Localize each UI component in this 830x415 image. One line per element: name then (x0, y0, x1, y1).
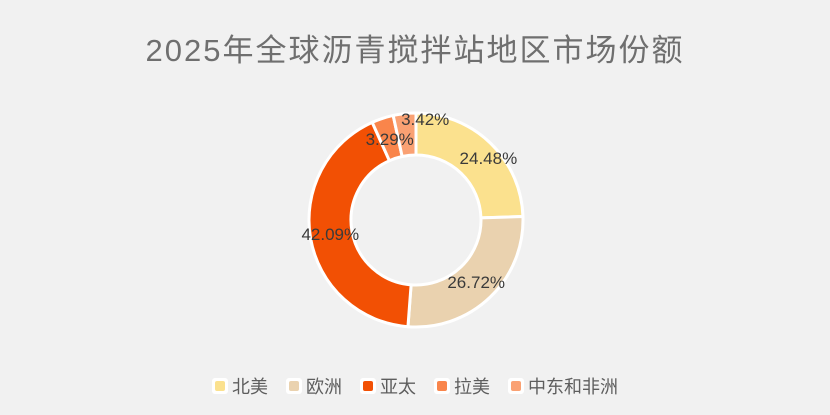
legend-label: 欧洲 (306, 377, 342, 397)
legend-swatch-icon (508, 378, 524, 394)
chart-title: 2025年全球沥青搅拌站地区市场份额 (145, 33, 685, 68)
legend-label: 北美 (232, 377, 268, 397)
legend-swatch-icon (434, 378, 450, 394)
legend: 北美 欧洲 亚太 拉美 中东和非洲 (0, 373, 830, 399)
pie-slice-北美[interactable] (414, 111, 525, 220)
legend-item-亚太[interactable]: 亚太 (360, 373, 416, 399)
pie-slice-欧洲[interactable] (406, 215, 525, 329)
pie-slice-中东和非洲[interactable] (391, 111, 418, 158)
legend-item-拉美[interactable]: 拉美 (434, 373, 490, 399)
legend-swatch-icon (360, 378, 376, 394)
legend-swatch-icon (286, 378, 302, 394)
legend-swatch-icon (212, 378, 228, 394)
legend-label: 亚太 (380, 377, 416, 397)
pie-slice-亚太[interactable] (307, 120, 413, 329)
legend-label: 拉美 (454, 377, 490, 397)
legend-item-欧洲[interactable]: 欧洲 (286, 373, 342, 399)
legend-label: 中东和非洲 (528, 377, 618, 397)
legend-item-中东和非洲[interactable]: 中东和非洲 (508, 373, 618, 399)
legend-item-北美[interactable]: 北美 (212, 373, 268, 399)
